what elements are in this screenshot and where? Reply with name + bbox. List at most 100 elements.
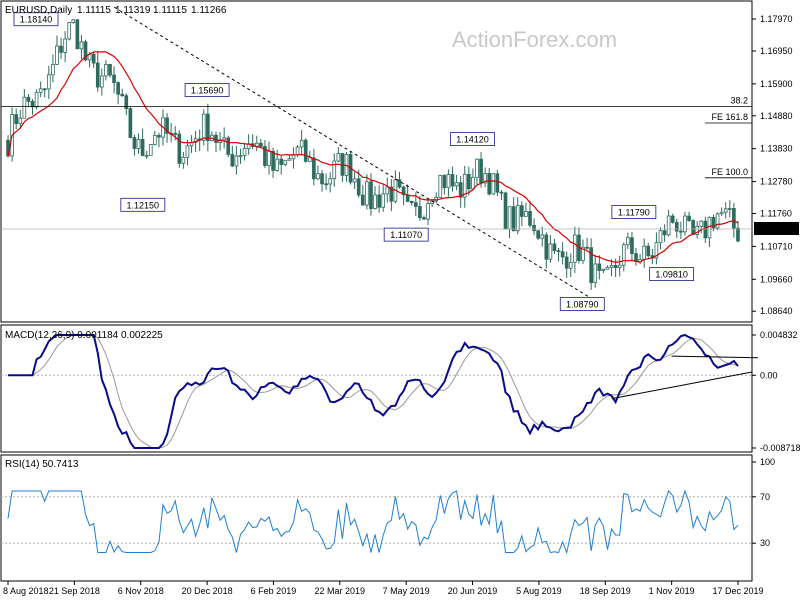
candle-body [222,137,226,141]
price-panel-frame [0,0,753,323]
annotation-frame [184,83,230,97]
candle-body [214,134,218,143]
annotation-label: 1.09810 [655,270,688,280]
candle-body [715,213,720,229]
candle-body [483,173,487,184]
candle-body [67,22,72,40]
candle-body [165,117,169,134]
candle-body [234,155,239,167]
candle-body [18,117,23,124]
annotation-frame [120,197,166,212]
candle-body [230,154,235,167]
candle-body [136,139,141,149]
candle-body [63,38,67,53]
current-price-label: 1.11266 [758,224,790,234]
candle-body [670,215,675,223]
candle-body [275,158,279,171]
candle-body [573,234,577,263]
annotation-frame [649,267,695,281]
candle-body [732,208,736,229]
macd-signal-line [8,334,739,449]
candle-body [263,146,267,166]
annotation-frame [383,227,429,242]
candle-body [442,174,447,189]
moving-average-line [7,51,739,263]
price-axis: 1.17970 1.16950 1.15900 1.14880 1.13830 1.127… [752,14,799,316]
rsi-line [7,489,739,555]
ohlc-close: 1.11266 [191,5,227,16]
candle-body [413,202,418,207]
x-tick-label: 18 Sep 2019 [580,586,631,596]
candle-body [34,91,39,108]
candle-body [238,155,243,158]
candle-body [336,153,341,162]
x-tick-label: 17 Dec 2019 [712,586,763,596]
candle-body [128,108,133,138]
candle-body [515,205,520,232]
candle-body [140,139,145,156]
candle-body [157,134,161,138]
candle-body [360,194,365,206]
x-tick-label: 21 Sep 2018 [49,586,100,596]
candle-body [108,64,112,76]
price-tick-label: 1.10710 [760,241,793,251]
candle-body [51,64,55,76]
candle-body [609,265,614,268]
annotation-label: 1.08790 [566,300,599,310]
candle-body [507,206,512,230]
candle-body [687,215,691,221]
candle-body [495,173,500,193]
annotation-box: 1.09810 [649,267,695,281]
candle-body [691,220,695,235]
ohlc-low: 1.11115 [153,5,187,16]
candle-body [487,173,492,195]
candle-body [503,192,508,230]
candle-body [719,211,724,215]
candle-body [409,201,414,204]
rsi-tick-label: 30 [760,538,770,548]
candle-body [454,182,459,187]
candle-body [55,45,59,65]
candle-body [662,230,667,236]
candle-body [458,182,463,198]
candle-body [560,251,565,258]
candle-body [328,178,333,185]
candle-body [373,194,377,209]
candle-body [104,64,108,77]
price-layer: 38.2 FE 161.8 FE 100.0 1.18140 1.15690 1.1215… [1,6,752,311]
annotation-label: 1.18140 [20,15,53,25]
rsi-panel-frame [0,454,753,582]
candle-body [418,206,422,219]
candle-body [654,242,659,259]
x-tick-label: 7 May 2019 [383,586,430,596]
macd-title: MACD(12,26,9) 0.001184 0.002225 [5,330,163,341]
annotation-box: 1.18140 [13,12,59,27]
ohlc-open: 1.11115 [77,5,111,16]
candle-body [226,137,231,155]
candle-body [340,153,345,176]
candle-body [365,181,369,206]
annotation-frame [559,297,605,311]
candle-body [605,266,610,270]
annotation-frame [611,205,657,219]
candle-body [471,176,475,190]
candle-body [259,142,263,147]
candle-body [479,158,483,184]
candle-body [46,74,51,90]
candle-body [320,173,324,185]
candle-body [83,41,88,61]
candle-body [642,245,646,260]
candle-body [548,243,553,260]
macd-tick-label: 0.004832 [760,330,798,340]
price-tick-label: 1.11760 [760,209,792,219]
candle-body [267,150,271,166]
candle-body [95,62,100,88]
macd-layer: 0.004832 0.00 -0.008718 [1,330,800,453]
candle-body [695,225,700,235]
candle-body [385,186,390,195]
candle-body [711,216,716,229]
price-tick-label: 1.13830 [760,144,793,154]
price-tick-label: 1.12780 [760,177,793,187]
candle-body [206,113,210,142]
